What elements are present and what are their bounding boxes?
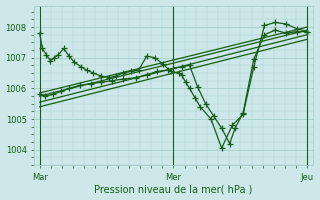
X-axis label: Pression niveau de la mer( hPa ): Pression niveau de la mer( hPa ): [94, 184, 253, 194]
